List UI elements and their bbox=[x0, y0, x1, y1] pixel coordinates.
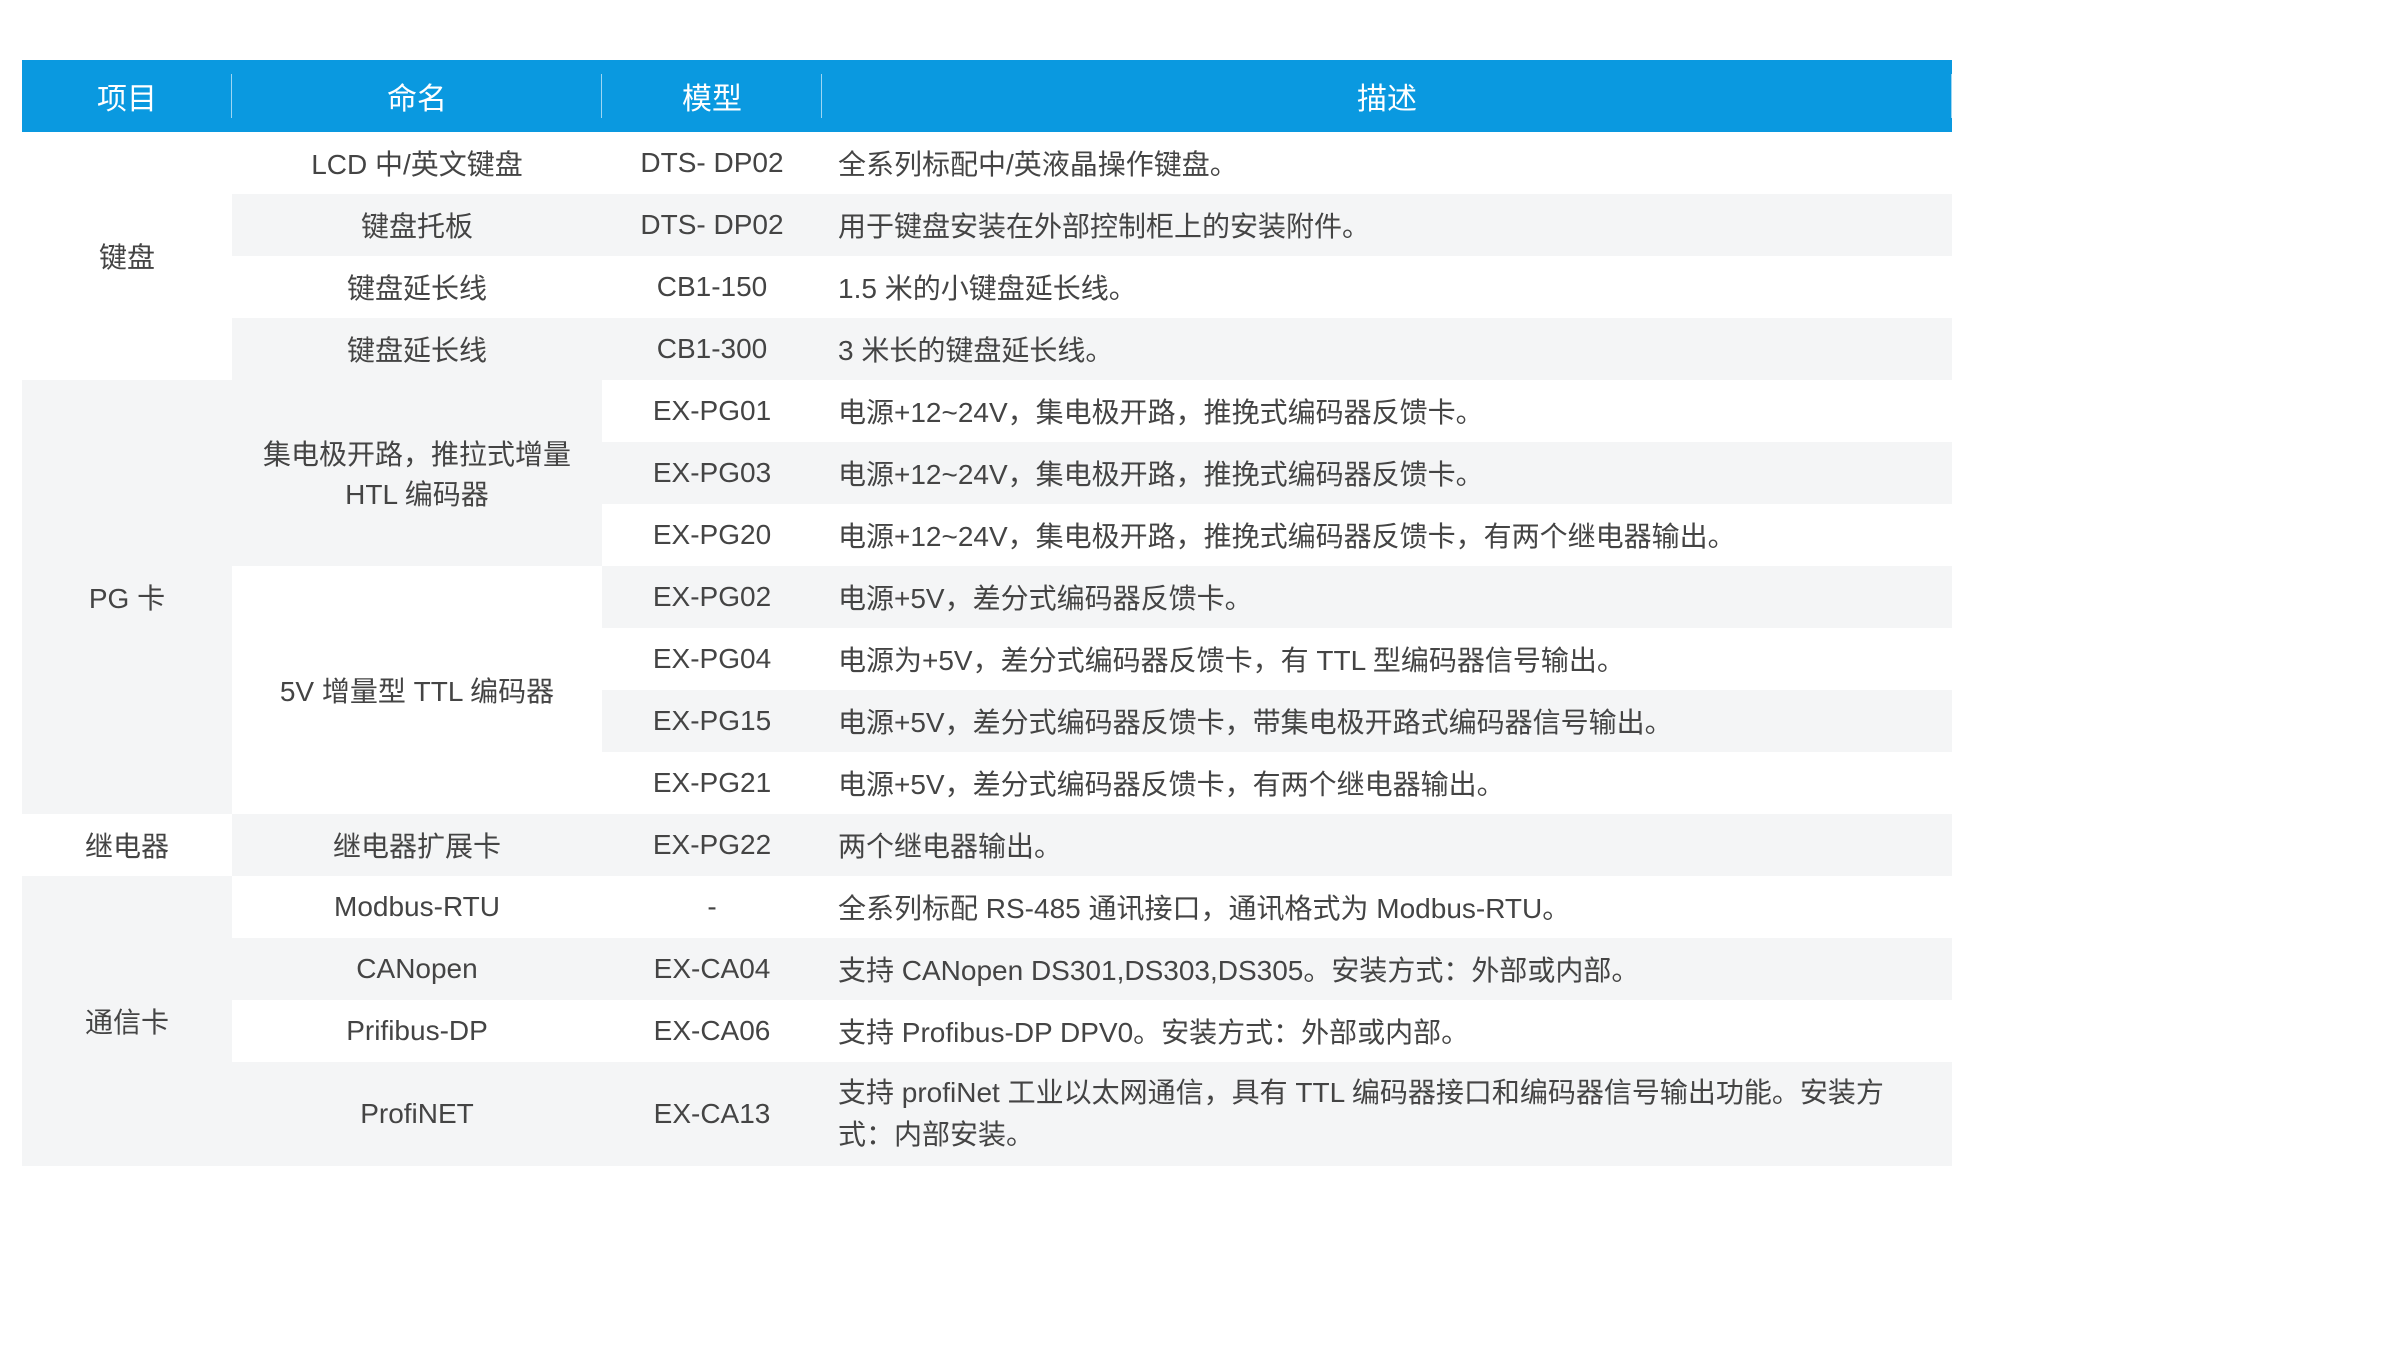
item-cell: 通信卡 bbox=[22, 876, 232, 1166]
model-cell: CB1-300 bbox=[602, 318, 822, 380]
model-cell: EX-PG04 bbox=[602, 628, 822, 690]
desc-cell: 电源+5V，差分式编码器反馈卡，有两个继电器输出。 bbox=[822, 752, 1952, 814]
model-cell: CB1-150 bbox=[602, 256, 822, 318]
model-cell: EX-PG01 bbox=[602, 380, 822, 442]
desc-cell: 电源+12~24V，集电极开路，推挽式编码器反馈卡，有两个继电器输出。 bbox=[822, 504, 1952, 566]
model-cell: - bbox=[602, 876, 822, 938]
item-cell: 键盘 bbox=[22, 132, 232, 380]
col-header-item: 项目 bbox=[22, 60, 232, 132]
name-cell: Modbus-RTU bbox=[232, 876, 602, 938]
model-cell: EX-PG22 bbox=[602, 814, 822, 876]
desc-cell: 电源+5V，差分式编码器反馈卡，带集电极开路式编码器信号输出。 bbox=[822, 690, 1952, 752]
name-cell: ProfiNET bbox=[232, 1062, 602, 1166]
model-cell: EX-CA06 bbox=[602, 1000, 822, 1062]
desc-cell: 用于键盘安装在外部控制柜上的安装附件。 bbox=[822, 194, 1952, 256]
item-cell: 继电器 bbox=[22, 814, 232, 876]
spec-table: 项目 命名 模型 描述 键盘 LCD 中/英文键盘 DTS- DP02 全系列标… bbox=[22, 60, 1952, 1166]
desc-cell: 3 米长的键盘延长线。 bbox=[822, 318, 1952, 380]
desc-cell: 1.5 米的小键盘延长线。 bbox=[822, 256, 1952, 318]
desc-cell: 电源为+5V，差分式编码器反馈卡，有 TTL 型编码器信号输出。 bbox=[822, 628, 1952, 690]
name-cell: 键盘托板 bbox=[232, 194, 602, 256]
name-cell: LCD 中/英文键盘 bbox=[232, 132, 602, 194]
model-cell: EX-CA04 bbox=[602, 938, 822, 1000]
name-cell: Prifibus-DP bbox=[232, 1000, 602, 1062]
desc-cell: 两个继电器输出。 bbox=[822, 814, 1952, 876]
desc-cell: 全系列标配中/英液晶操作键盘。 bbox=[822, 132, 1952, 194]
desc-cell: 全系列标配 RS-485 通讯接口，通讯格式为 Modbus-RTU。 bbox=[822, 876, 1952, 938]
name-cell: 键盘延长线 bbox=[232, 256, 602, 318]
name-cell: 集电极开路，推拉式增量 HTL 编码器 bbox=[232, 380, 602, 566]
model-cell: EX-PG21 bbox=[602, 752, 822, 814]
name-cell: 5V 增量型 TTL 编码器 bbox=[232, 566, 602, 814]
model-cell: EX-PG15 bbox=[602, 690, 822, 752]
desc-cell: 电源+5V，差分式编码器反馈卡。 bbox=[822, 566, 1952, 628]
desc-cell: 电源+12~24V，集电极开路，推挽式编码器反馈卡。 bbox=[822, 442, 1952, 504]
desc-cell: 支持 Profibus-DP DPV0。安装方式：外部或内部。 bbox=[822, 1000, 1952, 1062]
col-header-name: 命名 bbox=[232, 60, 602, 132]
model-cell: EX-PG03 bbox=[602, 442, 822, 504]
col-header-desc: 描述 bbox=[822, 60, 1952, 132]
model-cell: DTS- DP02 bbox=[602, 194, 822, 256]
model-cell: EX-PG20 bbox=[602, 504, 822, 566]
model-cell: DTS- DP02 bbox=[602, 132, 822, 194]
desc-cell: 支持 profiNet 工业以太网通信，具有 TTL 编码器接口和编码器信号输出… bbox=[822, 1062, 1952, 1166]
name-cell: CANopen bbox=[232, 938, 602, 1000]
item-cell: PG 卡 bbox=[22, 380, 232, 814]
desc-cell: 支持 CANopen DS301,DS303,DS305。安装方式：外部或内部。 bbox=[822, 938, 1952, 1000]
col-header-model: 模型 bbox=[602, 60, 822, 132]
model-cell: EX-PG02 bbox=[602, 566, 822, 628]
model-cell: EX-CA13 bbox=[602, 1062, 822, 1166]
name-cell: 继电器扩展卡 bbox=[232, 814, 602, 876]
desc-cell: 电源+12~24V，集电极开路，推挽式编码器反馈卡。 bbox=[822, 380, 1952, 442]
name-cell: 键盘延长线 bbox=[232, 318, 602, 380]
